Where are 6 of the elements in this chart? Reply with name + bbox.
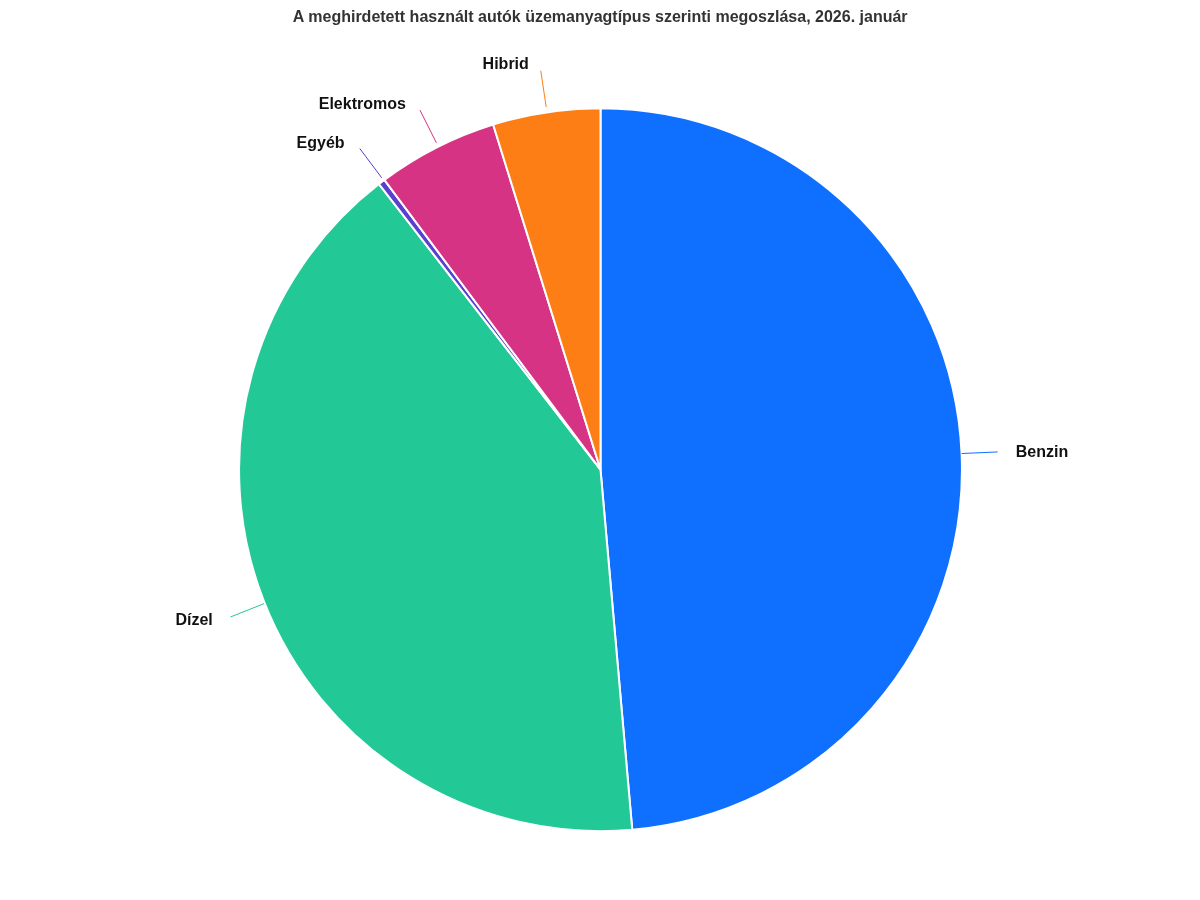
slice-label: Hibrid	[482, 55, 529, 73]
slice-label: Benzin	[1015, 443, 1069, 461]
slice-label: Egyéb	[296, 134, 345, 152]
chart-title: A meghirdetett használt autók üzemanyagtípus szerinti megoszlása, 2026. január	[292, 7, 908, 25]
slice-label: Dízel	[175, 611, 213, 629]
slice-label: Elektromos	[318, 95, 406, 113]
